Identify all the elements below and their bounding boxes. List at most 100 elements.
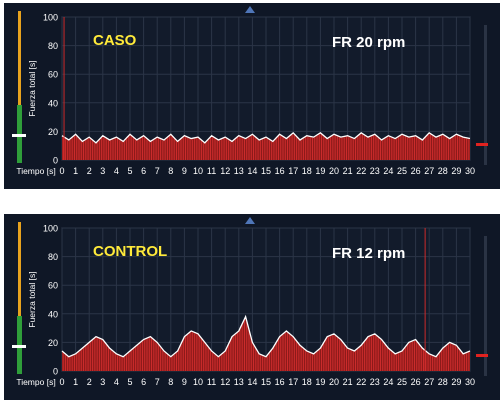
x-tick-label: 21 <box>343 166 353 176</box>
x-tick-label: 28 <box>438 166 448 176</box>
x-tick-label: 11 <box>207 377 216 387</box>
chart-panel-control: 0 20 40 60 80 100 0 1 2 3 4 5 6 7 8 9 10 11 12 13 14 15 16 17 18… <box>4 214 500 400</box>
x-tick-label: 11 <box>207 166 216 176</box>
data-area <box>62 316 470 371</box>
breath-rate-label: FR 20 rpm <box>332 34 405 51</box>
gauge-level-marker <box>12 345 26 348</box>
x-tick-label: 18 <box>302 166 312 176</box>
y-tick-label: 60 <box>48 281 58 291</box>
x-tick-label: 8 <box>168 377 173 387</box>
top-triangle-marker <box>245 6 255 13</box>
x-tick-label: 9 <box>182 377 187 387</box>
x-tick-label: 26 <box>411 166 421 176</box>
x-tick-label: 12 <box>220 166 230 176</box>
y-tick-label: 40 <box>48 309 58 319</box>
chart-panel-caso: 0 20 40 60 80 100 0 1 2 3 4 5 6 7 8 9 10 11 12 13 14 15 16 17 18… <box>4 3 500 189</box>
x-tick-label: 7 <box>155 166 160 176</box>
x-tick-label: 22 <box>356 166 366 176</box>
x-tick-label: 10 <box>193 166 203 176</box>
x-tick-label: 24 <box>383 377 393 387</box>
y-tick-label: 100 <box>43 224 58 234</box>
y-tick-label: 40 <box>48 98 58 108</box>
data-line <box>61 314 471 358</box>
x-tick-label: 27 <box>424 377 434 387</box>
top-triangle-marker <box>245 217 255 224</box>
x-tick-label: 28 <box>438 377 448 387</box>
x-tick-label: 1 <box>73 166 78 176</box>
x-tick-label: 4 <box>114 166 119 176</box>
x-tick-label: 30 <box>465 166 475 176</box>
gauge-level-marker <box>12 134 26 137</box>
x-tick-label: 13 <box>234 166 244 176</box>
x-tick-label: 17 <box>288 166 298 176</box>
x-tick-label: 5 <box>127 166 132 176</box>
x-tick-label: 19 <box>315 166 325 176</box>
x-tick-label: 19 <box>315 377 325 387</box>
x-tick-label: 14 <box>247 377 257 387</box>
breath-rate-label: FR 12 rpm <box>332 245 405 262</box>
x-tick-label: 20 <box>329 166 339 176</box>
group-label: CASO <box>93 32 137 49</box>
x-tick-label: 0 <box>59 166 64 176</box>
x-tick-label: 1 <box>73 377 78 387</box>
x-tick-label: 15 <box>261 377 271 387</box>
y-tick-label: 80 <box>48 252 58 262</box>
x-tick-label: 27 <box>424 166 434 176</box>
x-tick-label: 5 <box>127 377 132 387</box>
x-tick-label: 22 <box>356 377 366 387</box>
x-tick-label: 25 <box>397 377 407 387</box>
x-axis-label: Tiempo [s] <box>16 377 55 387</box>
y-axis-label: Fuerza total [s] <box>27 271 37 327</box>
x-tick-label: 24 <box>383 166 393 176</box>
x-tick-label: 10 <box>193 377 203 387</box>
group-label: CONTROL <box>93 243 167 260</box>
right-side-rail <box>484 236 487 376</box>
x-tick-label: 12 <box>220 377 230 387</box>
x-tick-label: 0 <box>59 377 64 387</box>
x-tick-label: 29 <box>451 377 461 387</box>
x-tick-label: 16 <box>275 166 285 176</box>
x-tick-label: 18 <box>302 377 312 387</box>
x-tick-label: 8 <box>168 166 173 176</box>
x-tick-label: 6 <box>141 377 146 387</box>
y-tick-label: 60 <box>48 70 58 80</box>
gauge-amber-bar <box>18 222 21 374</box>
x-tick-label: 25 <box>397 166 407 176</box>
x-axis-label: Tiempo [s] <box>16 166 55 176</box>
y-tick-label: 20 <box>48 127 58 137</box>
y-tick-label: 0 <box>53 367 58 377</box>
x-tick-label: 23 <box>370 166 380 176</box>
x-tick-label: 3 <box>100 166 105 176</box>
x-tick-label: 2 <box>87 166 92 176</box>
x-tick-label: 21 <box>343 377 353 387</box>
x-tick-label: 29 <box>451 166 461 176</box>
data-line <box>61 131 471 144</box>
x-tick-label: 6 <box>141 166 146 176</box>
data-area <box>62 132 470 160</box>
x-tick-label: 7 <box>155 377 160 387</box>
gauge-amber-bar <box>18 11 21 163</box>
x-tick-label: 4 <box>114 377 119 387</box>
x-tick-label: 17 <box>288 377 298 387</box>
y-axis-label: Fuerza total [s] <box>27 60 37 116</box>
x-tick-label: 13 <box>234 377 244 387</box>
x-tick-label: 26 <box>411 377 421 387</box>
x-tick-label: 2 <box>87 377 92 387</box>
y-tick-label: 0 <box>53 156 58 166</box>
right-side-rail <box>484 25 487 165</box>
y-tick-label: 80 <box>48 41 58 51</box>
x-tick-label: 14 <box>247 166 257 176</box>
x-tick-label: 9 <box>182 166 187 176</box>
x-tick-label: 30 <box>465 377 475 387</box>
y-tick-label: 20 <box>48 338 58 348</box>
x-tick-label: 20 <box>329 377 339 387</box>
right-level-marker <box>476 354 488 357</box>
x-tick-label: 3 <box>100 377 105 387</box>
x-tick-label: 23 <box>370 377 380 387</box>
x-tick-label: 16 <box>275 377 285 387</box>
x-tick-label: 15 <box>261 166 271 176</box>
right-level-marker <box>476 143 488 146</box>
y-tick-label: 100 <box>43 13 58 23</box>
